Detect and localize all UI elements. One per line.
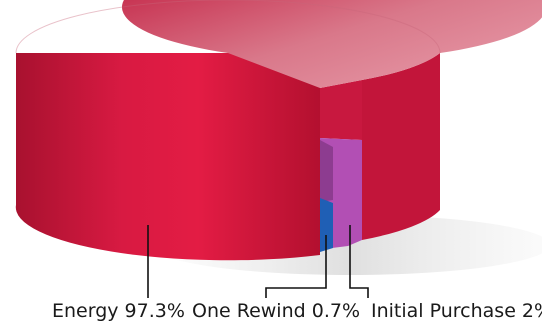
leader-line-purchase <box>349 225 369 298</box>
slice-one-rewind <box>320 198 333 252</box>
slice-energy-cut-wall <box>320 80 362 140</box>
slice-energy-top <box>122 0 542 88</box>
slice-label-energy: Energy 97.3% <box>52 300 185 322</box>
leader-line-rewind <box>265 235 327 298</box>
slice-energy-top-edge <box>15 0 441 54</box>
slice-label-initial-purchase: Initial Purchase 2% <box>371 300 542 322</box>
slice-initial-purchase-shade <box>320 140 333 202</box>
slice-label-one-rewind: One Rewind 0.7% <box>192 300 360 322</box>
slice-energy-side-right <box>362 53 440 240</box>
slice-energy-side <box>15 53 320 261</box>
